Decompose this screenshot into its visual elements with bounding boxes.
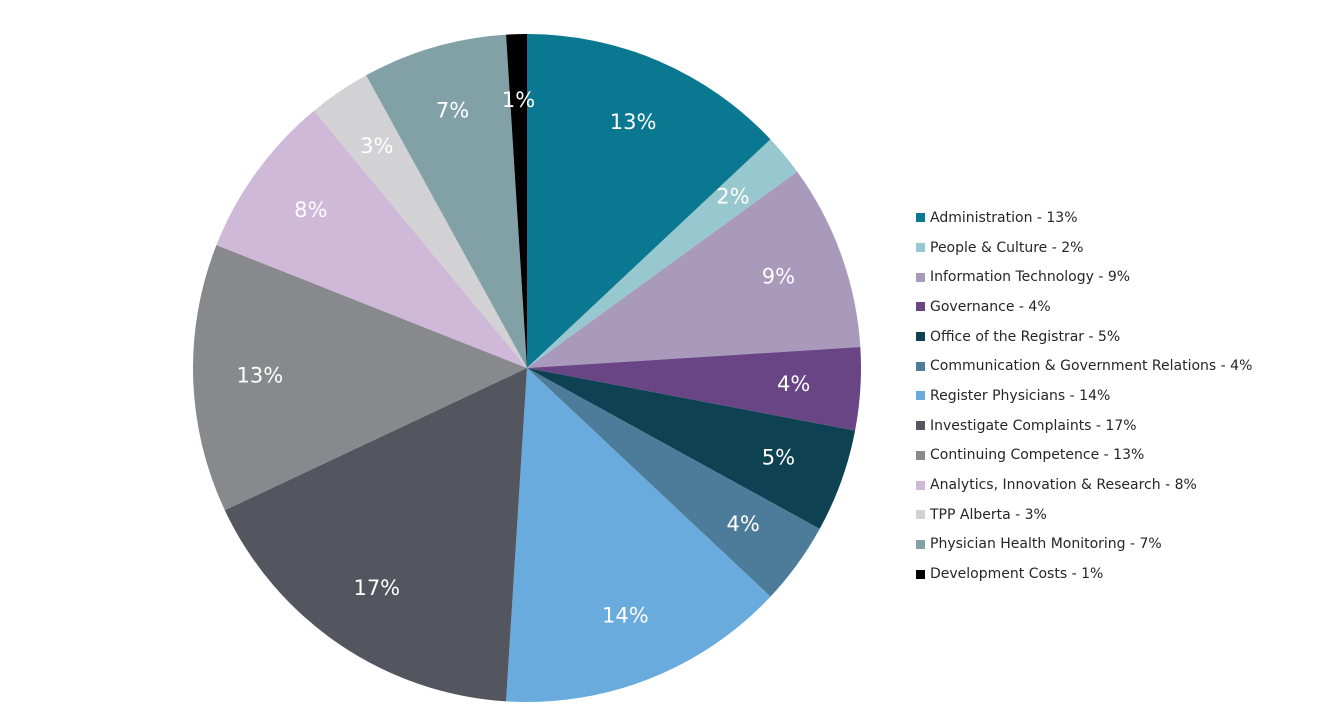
pie-slice-7 bbox=[224, 368, 528, 702]
pie-slice-4 bbox=[527, 368, 856, 529]
pie-data-label-4: 5% bbox=[762, 446, 795, 470]
pie-data-label-3: 4% bbox=[777, 372, 810, 396]
legend-swatch-9 bbox=[916, 480, 925, 490]
pie-data-label-12: 1% bbox=[502, 88, 535, 112]
pie-data-label-10: 3% bbox=[360, 134, 393, 158]
legend-swatch-8 bbox=[916, 450, 925, 460]
legend-label-5: Communication & Government Relations - 4… bbox=[930, 358, 1253, 375]
legend-swatch-0 bbox=[916, 213, 925, 223]
legend-label-3: Governance - 4% bbox=[930, 298, 1051, 315]
legend-label-9: Analytics, Innovation & Research - 8% bbox=[930, 477, 1197, 494]
pie-data-label-11: 7% bbox=[436, 98, 469, 122]
pie-slice-2 bbox=[527, 171, 861, 368]
legend-swatch-1 bbox=[916, 243, 925, 253]
pie-slice-8 bbox=[192, 245, 527, 511]
legend-item-10: TPP Alberta - 3% bbox=[916, 500, 1252, 530]
legend-item-3: Governance - 4% bbox=[916, 292, 1252, 322]
pie-slice-3 bbox=[527, 347, 861, 431]
legend-item-6: Register Physicians - 14% bbox=[916, 381, 1252, 411]
legend-swatch-11 bbox=[916, 539, 925, 549]
pie-data-label-5: 4% bbox=[727, 512, 760, 536]
pie-data-label-8: 13% bbox=[237, 363, 284, 387]
legend-item-8: Continuing Competence - 13% bbox=[916, 441, 1252, 471]
legend-swatch-4 bbox=[916, 332, 925, 342]
pie-data-label-7: 17% bbox=[353, 576, 400, 600]
pie-slice-12 bbox=[506, 34, 527, 368]
legend-swatch-7 bbox=[916, 421, 925, 431]
pie-slice-10 bbox=[314, 75, 527, 368]
legend-label-12: Development Costs - 1% bbox=[930, 566, 1104, 583]
pie-data-label-0: 13% bbox=[610, 110, 657, 134]
legend-label-2: Information Technology - 9% bbox=[930, 269, 1131, 286]
legend-label-6: Register Physicians - 14% bbox=[930, 387, 1111, 404]
legend-swatch-10 bbox=[916, 510, 925, 520]
pie-slice-0 bbox=[527, 34, 771, 368]
pie-slice-6 bbox=[506, 368, 771, 702]
pie-data-label-1: 2% bbox=[716, 185, 749, 209]
legend-label-4: Office of the Registrar - 5% bbox=[930, 328, 1121, 345]
legend-swatch-2 bbox=[916, 272, 925, 282]
legend-swatch-6 bbox=[916, 391, 925, 401]
legend-item-7: Investigate Complaints - 17% bbox=[916, 411, 1252, 441]
legend-label-11: Physician Health Monitoring - 7% bbox=[930, 536, 1162, 553]
legend-label-8: Continuing Competence - 13% bbox=[930, 447, 1145, 464]
legend-item-2: Information Technology - 9% bbox=[916, 262, 1252, 292]
legend-label-7: Investigate Complaints - 17% bbox=[930, 417, 1137, 434]
legend-item-5: Communication & Government Relations - 4… bbox=[916, 351, 1252, 381]
legend-item-11: Physician Health Monitoring - 7% bbox=[916, 530, 1252, 560]
pie-data-label-6: 14% bbox=[602, 603, 649, 627]
legend-item-12: Development Costs - 1% bbox=[916, 559, 1252, 589]
legend-item-9: Analytics, Innovation & Research - 8% bbox=[916, 470, 1252, 500]
legend-swatch-3 bbox=[916, 302, 925, 312]
pie-data-label-9: 8% bbox=[294, 198, 327, 222]
pie-slice-1 bbox=[527, 139, 798, 368]
legend-swatch-5 bbox=[916, 361, 925, 371]
legend-item-1: People & Culture - 2% bbox=[916, 233, 1252, 263]
pie-slice-5 bbox=[527, 368, 820, 597]
legend-item-4: Office of the Registrar - 5% bbox=[916, 322, 1252, 352]
pie-slice-9 bbox=[216, 110, 527, 369]
legend-swatch-12 bbox=[916, 569, 925, 579]
legend-label-0: Administration - 13% bbox=[930, 209, 1078, 226]
legend-label-1: People & Culture - 2% bbox=[930, 239, 1084, 256]
legend-label-10: TPP Alberta - 3% bbox=[930, 506, 1047, 523]
pie-slice-11 bbox=[366, 34, 527, 368]
legend-item-0: Administration - 13% bbox=[916, 203, 1252, 233]
pie-slices bbox=[192, 34, 861, 702]
pie-data-label-2: 9% bbox=[762, 265, 795, 289]
chart-legend: Administration - 13% People & Culture - 2… bbox=[916, 203, 1252, 589]
pie-data-labels: 13% 2% 9% 4% 5% 4% 14% 17% 13% 8% 3% 7% 1% bbox=[237, 88, 811, 628]
